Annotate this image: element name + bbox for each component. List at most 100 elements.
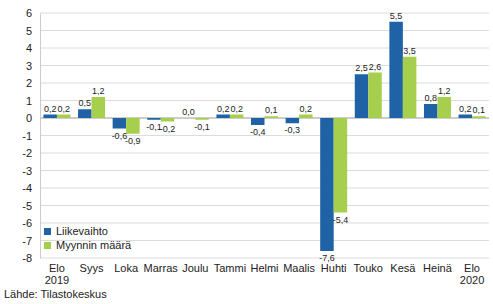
- y-tick-label: -6: [22, 217, 32, 229]
- x-tick-label: Tammi: [214, 262, 246, 274]
- data-label: -0,3: [285, 125, 301, 135]
- data-label: 0,2: [230, 104, 243, 114]
- legend-swatch: [44, 228, 51, 235]
- x-tick-label: Elo2019: [45, 262, 69, 286]
- data-label: 1,2: [438, 86, 451, 96]
- bar: [472, 116, 485, 118]
- bar: [216, 115, 229, 119]
- data-label: 0,2: [300, 104, 313, 114]
- x-tick-label: Kesä: [390, 262, 416, 274]
- bar: [403, 57, 416, 118]
- grid-line: [40, 100, 489, 101]
- data-label: 0,5: [79, 98, 92, 108]
- bar: [182, 118, 195, 119]
- bar: [424, 104, 437, 118]
- bar: [459, 115, 472, 119]
- grid-line: [40, 13, 489, 14]
- grid-line: [40, 30, 489, 31]
- y-tick-label: 1: [26, 95, 32, 107]
- bar: [113, 118, 126, 129]
- legend-label: Myynnin määrä: [56, 239, 132, 251]
- y-axis: -8 -7 -6 -5 -4 -3 -2 -1 0 1 2 3 4 5 6: [22, 7, 40, 264]
- grid: [40, 13, 489, 258]
- grid-line: [40, 258, 489, 259]
- x-tick-label: Syys: [80, 262, 104, 274]
- x-tick-label: Joulu: [182, 262, 208, 274]
- y-tick: 6: [26, 7, 40, 19]
- data-label: -0,4: [250, 127, 266, 137]
- y-tick: -4: [22, 182, 40, 194]
- bar: [147, 118, 160, 120]
- grid-line: [40, 83, 489, 84]
- y-tick-label: 2: [26, 77, 32, 89]
- bar: [334, 118, 347, 213]
- x-tick-label: Heinä: [423, 262, 453, 274]
- data-label: 0,2: [44, 104, 57, 114]
- bar: [126, 118, 139, 134]
- y-tick: -3: [22, 165, 40, 177]
- y-tick: -1: [22, 130, 40, 142]
- data-label: 0,2: [459, 104, 472, 114]
- legend-label: Liikevaihto: [56, 225, 108, 237]
- x-tick-label: Loka: [114, 262, 139, 274]
- grid-line: [40, 188, 489, 189]
- y-tick-label: -3: [22, 165, 32, 177]
- bar: [161, 118, 174, 122]
- data-label: 2,5: [355, 63, 368, 73]
- x-tick-label: Elo2020: [460, 262, 484, 286]
- bars: [43, 22, 485, 251]
- bar: [230, 115, 243, 119]
- data-label: -0,9: [125, 136, 141, 146]
- bar: [78, 109, 91, 118]
- data-label: 3,5: [403, 46, 416, 56]
- y-tick-label: -5: [22, 200, 32, 212]
- x-axis: Elo2019SyysLokaMarrasJouluTammiHelmiMaal…: [45, 262, 485, 286]
- bar: [389, 22, 402, 118]
- y-tick: 3: [26, 60, 40, 72]
- y-tick: 2: [26, 77, 40, 89]
- data-label: 5,5: [390, 11, 403, 21]
- data-label: 0,1: [473, 105, 486, 115]
- data-label: -5,4: [333, 215, 349, 225]
- grid-line: [40, 153, 489, 154]
- x-tick-label: Touko: [354, 262, 383, 274]
- x-tick-label: Helmi: [250, 262, 278, 274]
- y-tick: -6: [22, 217, 40, 229]
- bar: [320, 118, 333, 251]
- grid-line: [40, 170, 489, 171]
- y-tick: -7: [22, 235, 40, 247]
- plot: -8-7-6-5-4-3-2-101234560,20,5-0,6-0,10,0…: [22, 7, 489, 286]
- y-tick-label: 5: [26, 25, 32, 37]
- bar: [265, 116, 278, 118]
- bar: [437, 97, 450, 118]
- data-label: 0,8: [424, 93, 437, 103]
- bar: [92, 97, 105, 118]
- bar: [251, 118, 264, 125]
- data-label: -0,2: [160, 124, 176, 134]
- y-tick-label: -4: [22, 182, 32, 194]
- bar: [286, 118, 299, 123]
- y-tick-label: 0: [26, 112, 32, 124]
- legend: Liikevaihto Myynnin määrä: [44, 225, 132, 251]
- y-tick-label: -1: [22, 130, 32, 142]
- y-tick: -5: [22, 200, 40, 212]
- data-label: 0,2: [57, 104, 70, 114]
- y-tick: 5: [26, 25, 40, 37]
- grid-line: [40, 223, 489, 224]
- grid-line: [40, 205, 489, 206]
- data-label: 0,2: [217, 104, 230, 114]
- y-tick-label: -8: [22, 252, 32, 264]
- source: Lähde: Tilastokeskus: [4, 288, 107, 300]
- data-label: -0,1: [194, 122, 210, 132]
- bar: [299, 115, 312, 119]
- y-tick-label: -2: [22, 147, 32, 159]
- bar: [43, 115, 56, 119]
- data-label: 1,2: [92, 86, 105, 96]
- grid-line: [40, 65, 489, 66]
- y-tick-label: -7: [22, 235, 32, 247]
- x-tick-label: Marras: [144, 262, 179, 274]
- y-tick: -8: [22, 252, 40, 264]
- y-tick: 4: [26, 42, 40, 54]
- bar: [57, 115, 70, 119]
- chart: -8-7-6-5-4-3-2-101234560,20,5-0,6-0,10,0…: [0, 0, 493, 304]
